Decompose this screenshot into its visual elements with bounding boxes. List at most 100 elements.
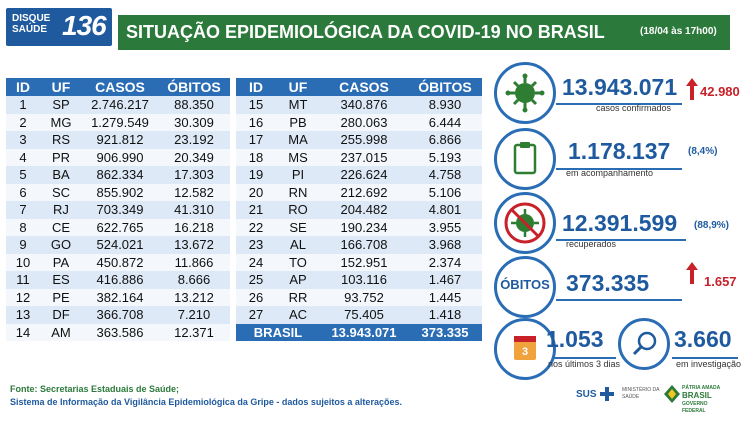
cell-cases: 103.116 <box>320 271 408 289</box>
cell-deaths: 11.866 <box>158 253 230 271</box>
cell-cases: 226.624 <box>320 166 408 184</box>
brasil-deaths: 373.335 <box>408 323 482 341</box>
cell-cases: 366.708 <box>82 306 158 324</box>
magnifier-icon <box>632 331 657 356</box>
table-row: 7 RJ 703.349 41.310 <box>6 201 230 219</box>
cell-cases: 416.886 <box>82 271 158 289</box>
deaths-increase: 1.657 <box>704 274 737 289</box>
cell-uf: RO <box>276 201 320 219</box>
monitoring-icon-circle <box>494 128 556 190</box>
cell-id: 18 <box>236 148 276 166</box>
table-row: 1 SP 2.746.217 88.350 <box>6 96 230 114</box>
cell-cases: 190.234 <box>320 218 408 236</box>
table-row: 13 DF 366.708 7.210 <box>6 306 230 324</box>
cell-id: 12 <box>6 288 40 306</box>
cell-id: 22 <box>236 218 276 236</box>
last3-caption: nos últimos 3 dias <box>548 359 621 369</box>
cell-cases: 862.334 <box>82 166 158 184</box>
col-header-id: ID <box>236 78 276 96</box>
monitoring-percent: (8,4%) <box>688 146 718 157</box>
cell-uf: AP <box>276 271 320 289</box>
ministry-logo: MINISTÉRIO DA SAÚDE <box>622 387 660 401</box>
cell-id: 7 <box>6 201 40 219</box>
cell-deaths: 5.106 <box>408 183 482 201</box>
cell-uf: CE <box>40 218 82 236</box>
gov-logo: PÁTRIA AMADA BRASIL GOVERNO FEDERAL <box>682 385 726 415</box>
investigation-caption: em investigação <box>676 359 742 369</box>
cell-id: 26 <box>236 288 276 306</box>
cell-cases: 855.902 <box>82 183 158 201</box>
cell-uf: MT <box>276 96 320 114</box>
deaths-value: 373.335 <box>566 270 650 296</box>
recovered-percent: (88,9%) <box>694 220 730 231</box>
cell-deaths: 17.303 <box>158 166 230 184</box>
cell-uf: MS <box>276 148 320 166</box>
cell-cases: 75.405 <box>320 306 408 324</box>
cell-id: 10 <box>6 253 40 271</box>
cell-uf: RN <box>276 183 320 201</box>
table-row: 23 AL 166.708 3.968 <box>236 236 482 254</box>
cell-deaths: 4.758 <box>408 166 482 184</box>
table-row: 16 PB 280.063 6.444 <box>236 113 482 131</box>
cell-deaths: 16.218 <box>158 218 230 236</box>
table-row: 8 CE 622.765 16.218 <box>6 218 230 236</box>
cell-uf: PE <box>40 288 82 306</box>
cell-cases: 382.164 <box>82 288 158 306</box>
cell-uf: GO <box>40 236 82 254</box>
cell-uf: RR <box>276 288 320 306</box>
cell-id: 2 <box>6 113 40 131</box>
arrow-up-icon <box>686 78 698 100</box>
col-header-cases: CASOS <box>320 78 408 96</box>
cell-cases: 622.765 <box>82 218 158 236</box>
cell-id: 1 <box>6 96 40 114</box>
cell-deaths: 88.350 <box>158 96 230 114</box>
deaths-label: ÓBITOS <box>500 277 550 292</box>
cell-cases: 703.349 <box>82 201 158 219</box>
cell-cases: 255.998 <box>320 131 408 149</box>
cell-id: 27 <box>236 306 276 324</box>
last3-underline <box>552 357 616 359</box>
gov-line2: BRASIL <box>682 391 712 400</box>
cell-deaths: 13.212 <box>158 288 230 306</box>
cell-uf: BA <box>40 166 82 184</box>
cell-id: 16 <box>236 113 276 131</box>
cell-uf: AL <box>276 236 320 254</box>
brasil-cases: 13.943.071 <box>320 323 408 341</box>
cell-deaths: 12.582 <box>158 183 230 201</box>
cell-id: 8 <box>6 218 40 236</box>
cell-deaths: 8.930 <box>408 96 482 114</box>
hotline-label: DISQUE SAÚDE <box>12 13 50 35</box>
monitoring-caption: em acompanhamento <box>566 168 654 178</box>
hotline-number: 136 <box>62 10 107 41</box>
cell-id: 4 <box>6 148 40 166</box>
cell-id: 23 <box>236 236 276 254</box>
confirmed-underline <box>556 103 682 105</box>
cell-deaths: 6.866 <box>408 131 482 149</box>
col-header-uf: UF <box>40 78 82 96</box>
gov-line3: GOVERNO FEDERAL <box>682 401 708 414</box>
table-row: 24 TO 152.951 2.374 <box>236 253 482 271</box>
confirmed-increase: 42.980 <box>700 84 740 99</box>
cell-uf: SP <box>40 96 82 114</box>
cell-deaths: 1.445 <box>408 288 482 306</box>
deaths-underline <box>556 299 682 301</box>
cell-deaths: 2.374 <box>408 253 482 271</box>
col-header-cases: CASOS <box>82 78 158 96</box>
cell-cases: 2.746.217 <box>82 96 158 114</box>
cell-uf: ES <box>40 271 82 289</box>
cell-deaths: 8.666 <box>158 271 230 289</box>
hotline-line2: SAÚDE <box>12 24 48 35</box>
calendar-badge: 3 <box>522 346 528 358</box>
cell-uf: AC <box>276 306 320 324</box>
cell-cases: 524.021 <box>82 236 158 254</box>
brasil-label: BRASIL <box>236 323 320 341</box>
cell-uf: DF <box>40 306 82 324</box>
table-row: 6 SC 855.902 12.582 <box>6 183 230 201</box>
cell-cases: 921.812 <box>82 131 158 149</box>
virus-crossed-icon <box>504 202 546 244</box>
cell-uf: TO <box>276 253 320 271</box>
investigation-icon-circle <box>618 318 670 370</box>
cell-deaths: 20.349 <box>158 148 230 166</box>
cell-uf: PR <box>40 148 82 166</box>
cell-id: 11 <box>6 271 40 289</box>
